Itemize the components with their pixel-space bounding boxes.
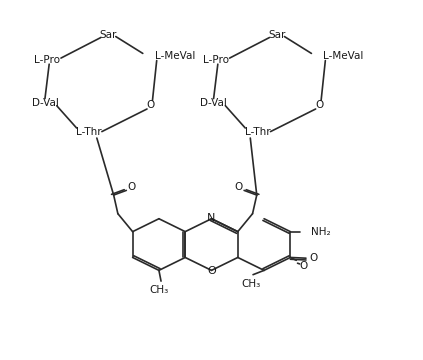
Text: L-Pro: L-Pro (203, 55, 229, 65)
Text: O: O (207, 266, 216, 276)
Text: O: O (300, 261, 308, 271)
Text: D-Val: D-Val (32, 98, 58, 108)
Text: O: O (128, 182, 136, 192)
Text: D-Val: D-Val (200, 98, 227, 108)
Text: NH₂: NH₂ (310, 227, 330, 237)
Text: L-Pro: L-Pro (34, 55, 60, 65)
Text: Sar: Sar (268, 30, 286, 40)
Text: O: O (309, 253, 317, 263)
Text: N: N (207, 213, 216, 223)
Text: L-MeVal: L-MeVal (323, 51, 364, 61)
Text: L-MeVal: L-MeVal (155, 51, 195, 61)
Text: O: O (315, 100, 323, 110)
Text: L-Thr: L-Thr (245, 127, 271, 136)
Text: O: O (234, 182, 243, 192)
Text: CH₃: CH₃ (149, 285, 168, 295)
Text: Sar: Sar (99, 30, 117, 40)
Text: CH₃: CH₃ (241, 279, 261, 289)
Text: L-Thr: L-Thr (77, 127, 102, 136)
Text: O: O (146, 100, 154, 110)
